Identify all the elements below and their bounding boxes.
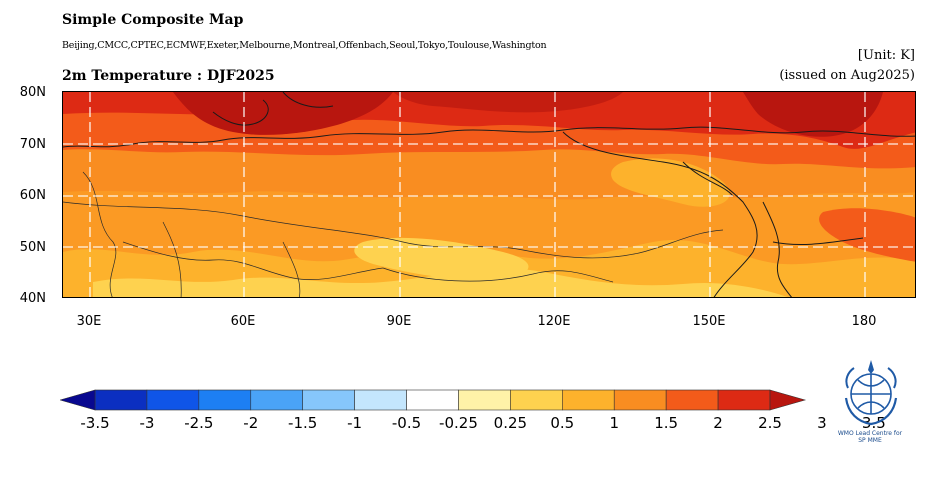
- colorbar-tick-label: -1: [347, 414, 363, 432]
- issued-label: (issued on Aug2025): [779, 68, 915, 83]
- hot-core-central: [393, 92, 623, 113]
- colorbar-cells: [94, 389, 771, 411]
- colorbar-tick-label: 1: [609, 414, 619, 432]
- colorbar: [60, 389, 807, 411]
- logo-caption-line2: SP MME: [858, 437, 882, 444]
- lon-label: 30E: [76, 314, 102, 329]
- colorbar-min-arrow: [60, 389, 96, 411]
- figure-title: Simple Composite Map: [62, 12, 244, 28]
- lat-label: 50N: [19, 240, 46, 255]
- colorbar-tick-label: 0.5: [550, 414, 575, 432]
- lon-label: 150E: [692, 314, 726, 329]
- lon-label: 60E: [230, 314, 256, 329]
- colorbar-cell: [613, 389, 667, 411]
- colorbar-tick-label: 0.25: [493, 414, 528, 432]
- lat-label: 40N: [19, 291, 46, 306]
- lon-label: 180: [851, 314, 877, 329]
- lon-label: 120E: [537, 314, 571, 329]
- south-yellow-band: [93, 268, 788, 297]
- colorbar-cell: [510, 389, 563, 411]
- colorbar-max-arrow: [769, 389, 807, 411]
- warm-patch-pacific: [819, 208, 915, 262]
- colorbar-tick-label: -1.5: [288, 414, 318, 432]
- colorbar-tick-label: 2.5: [758, 414, 782, 432]
- light-orange-patch-east: [611, 158, 730, 207]
- wmo-logo-icon: [844, 360, 898, 426]
- hot-core-west: [173, 92, 393, 135]
- colorbar-cell: [302, 389, 355, 411]
- colorbar-tick-label: -0.5: [391, 414, 422, 432]
- colorbar-cell: [717, 389, 771, 411]
- map-title: 2m Temperature : DJF2025: [62, 68, 275, 84]
- colorbar-cell: [665, 389, 719, 411]
- colorbar-cell: [458, 389, 511, 411]
- colorbar-tick-label: -2.5: [184, 414, 214, 432]
- colorbar-tick-label: 3: [817, 414, 827, 432]
- lon-label: 90E: [386, 314, 412, 329]
- yellow-patch-mongolia: [354, 237, 529, 281]
- colorbar-cell: [250, 389, 303, 411]
- temperature-anomaly-map: [62, 91, 916, 298]
- lat-label: 80N: [19, 85, 46, 100]
- hot-core-east: [743, 92, 883, 137]
- colorbar-cell: [406, 389, 459, 411]
- colorbar-tick-label: -3.5: [80, 414, 110, 432]
- lat-label: 70N: [19, 137, 46, 152]
- colorbar-tick-label: -2: [243, 414, 259, 432]
- logo-caption: WMO Lead Centre for SP MME: [822, 430, 918, 444]
- colorbar-tick-label: 1.5: [654, 414, 679, 432]
- colorbar-cell: [354, 389, 407, 411]
- logo-caption-line1: WMO Lead Centre for: [837, 430, 903, 437]
- unit-label: [Unit: K]: [857, 48, 915, 63]
- model-list: Beijing,CMCC,CPTEC,ECMWF,Exeter,Melbourn…: [62, 40, 547, 51]
- colorbar-tick-label: -3: [139, 414, 155, 432]
- map-svg: [63, 92, 915, 297]
- colorbar-cell: [198, 389, 252, 411]
- lat-label: 60N: [19, 188, 46, 203]
- colorbar-cell: [562, 389, 615, 411]
- colorbar-tick-label: 2: [713, 414, 723, 432]
- colorbar-tick-label: -0.25: [439, 414, 478, 432]
- coastlines: [63, 92, 915, 297]
- colorbar-cell: [94, 389, 148, 411]
- gridlines: [63, 92, 915, 297]
- colorbar-cell: [146, 389, 200, 411]
